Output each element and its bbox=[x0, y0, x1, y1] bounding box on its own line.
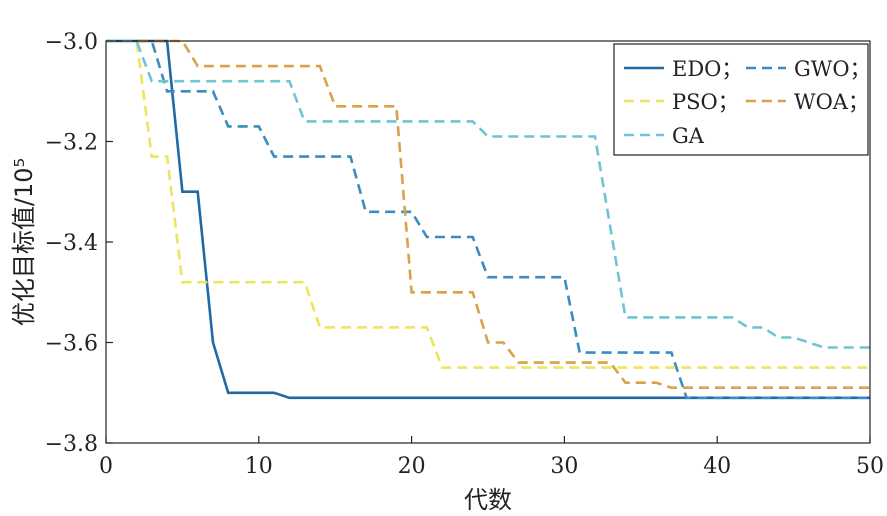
x-tick-label: 0 bbox=[99, 454, 113, 479]
y-axis-label: 优化目标值/10⁵ bbox=[10, 158, 38, 326]
series-line-gwo bbox=[106, 39, 870, 400]
legend-label-edo: EDO； bbox=[672, 57, 742, 81]
x-tick-label: 20 bbox=[398, 454, 426, 479]
series-line-woa bbox=[106, 39, 870, 390]
x-tick-label: 50 bbox=[856, 454, 884, 479]
legend-box bbox=[613, 43, 869, 156]
y-tick-label: −3.4 bbox=[45, 231, 98, 256]
y-tick-label: −3.6 bbox=[45, 332, 98, 357]
x-axis-label: 代数 bbox=[464, 486, 512, 514]
y-tick-label: −3.8 bbox=[45, 432, 98, 457]
legend: EDO； GWO； PSO； WOA； GA bbox=[613, 43, 871, 156]
x-tick-label: 40 bbox=[703, 454, 731, 479]
series-line-ga bbox=[106, 39, 870, 349]
legend-label-ga: GA bbox=[672, 124, 705, 148]
legend-label-pso: PSO； bbox=[672, 90, 739, 114]
x-tick-label: 10 bbox=[245, 454, 273, 479]
y-tick-label: −3.2 bbox=[45, 131, 98, 156]
series-line-pso bbox=[106, 39, 870, 369]
series-layer bbox=[106, 39, 870, 400]
legend-label-gwo: GWO； bbox=[794, 57, 871, 81]
axes: −3.0 −3.2 −3.4 −3.6 −3.80 10 20 30 40 50 代数 优化目标值/1… bbox=[10, 30, 884, 514]
y-tick-label: −3.0 bbox=[45, 30, 98, 55]
legend-label-woa: WOA； bbox=[794, 90, 869, 114]
x-tick-label: 30 bbox=[550, 454, 578, 479]
